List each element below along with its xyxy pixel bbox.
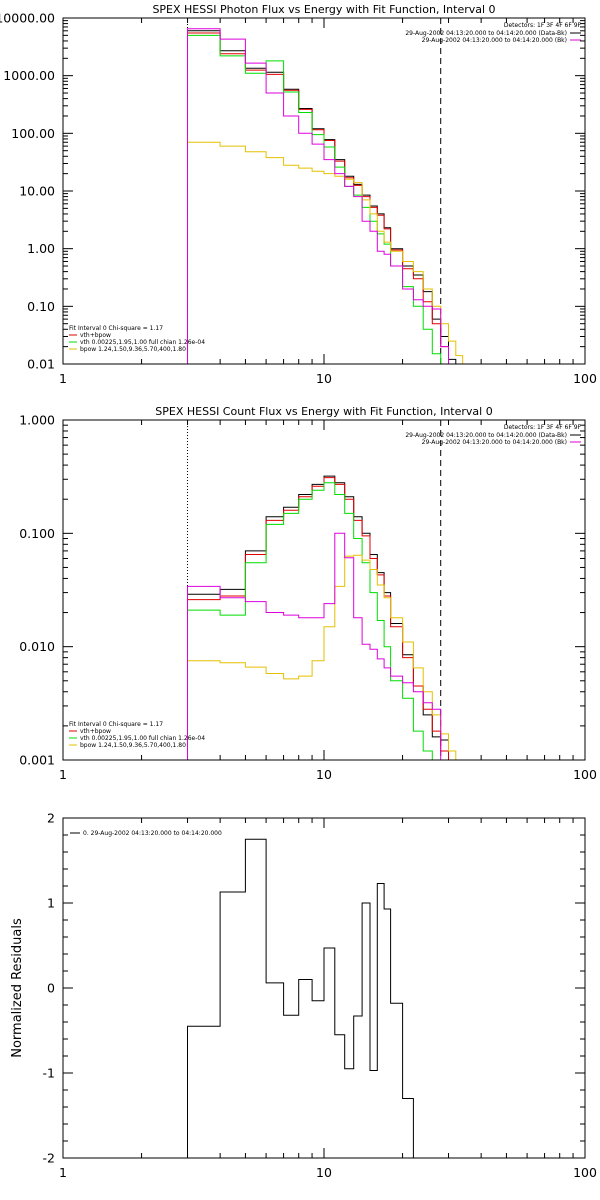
y-tick-label: 0.001 [19, 753, 55, 768]
resid-series-group [187, 838, 414, 1158]
y-tick-label: 2 [47, 811, 55, 826]
photon-series-group [187, 28, 464, 364]
photon-y-ticks: 0.01 0.10 1.00 10.00 100.00 1000.00 10000.00 [0, 11, 585, 372]
x-tick-label: 10 [316, 371, 332, 386]
panel-resid: Normalized Residuals 1 10 100 -2 -1 0 1 2 0. 29-A… [10, 811, 597, 1181]
fit-legend-entry: vth+bpow [80, 728, 111, 735]
legend-entry: 29-Aug-2002 04:13:20.000 to 04:14:20.000… [405, 30, 567, 37]
count-plot-frame [62, 419, 586, 761]
y-tick-label: 10000.00 [0, 11, 55, 26]
y-tick-label: 0.100 [19, 526, 55, 541]
legend-title: Detectors: 1F 3F 4F 6F 9F [504, 22, 582, 29]
photon-series-bpow [187, 141, 464, 364]
count-series-bpow [187, 554, 463, 760]
y-tick-label: 1.00 [27, 241, 55, 256]
resid-x-ticks: 1 10 100 [59, 818, 597, 1180]
y-tick-label: -2 [43, 1151, 55, 1166]
y-tick-label: 0.01 [27, 357, 55, 372]
photon-fit-legend: Fit Interval 0 Chi-square = 1.17vth+bpow… [69, 325, 205, 353]
x-tick-label: 100 [573, 1165, 597, 1180]
x-tick-label: 1 [59, 1165, 67, 1180]
count-series-group [187, 475, 463, 760]
fit-legend-entry: vth+bpow [80, 332, 111, 339]
fit-legend-title: Fit Interval 0 Chi-square = 1.17 [69, 721, 163, 728]
photon-series-vth [187, 34, 442, 364]
y-tick-label: 1.000 [19, 413, 55, 428]
count-fit-legend: Fit Interval 0 Chi-square = 1.17vth+bpow… [69, 721, 205, 749]
y-tick-label: 10.00 [19, 184, 55, 199]
count-series-model [187, 477, 456, 760]
x-tick-label: 10 [316, 1165, 332, 1180]
fit-legend-entry: bpow 1.24,1.50,9.36,5.70,400,1.80 [80, 346, 186, 353]
resid-legend: 0. 29-Aug-2002 04:13:20.000 to 04:14:20.… [70, 830, 222, 837]
y-tick-label: 1000.00 [3, 68, 55, 83]
y-tick-label: 100.00 [11, 126, 55, 141]
fit-legend-title: Fit Interval 0 Chi-square = 1.17 [69, 325, 163, 332]
photon-plot-frame [62, 17, 586, 365]
y-tick-label: 0 [47, 981, 55, 996]
fit-legend-entry: vth 0.00225,1.95,1.00 full chian 1.26e-0… [80, 735, 205, 742]
photon-series-total [187, 30, 457, 364]
fit-legend-entry: bpow 1.24,1.50,9.36,5.70,400,1.80 [80, 742, 186, 749]
resid-plot-frame [62, 817, 586, 1159]
panel-photon: SPEX HESSI Photon Flux vs Energy with Fi… [0, 3, 597, 386]
resid-series-total [187, 838, 414, 1158]
x-tick-label: 1 [59, 371, 67, 386]
legend-entry: 29-Aug-2002 04:13:20.000 to 04:14:20.000… [422, 439, 567, 446]
count-series-bkg [187, 532, 449, 760]
x-tick-label: 10 [316, 767, 332, 782]
photon-chart-title: SPEX HESSI Photon Flux vs Energy with Fi… [152, 3, 495, 16]
legend-title: Detectors: 1F 3F 4F 6F 9F [504, 424, 582, 431]
panel-count: SPEX HESSI Count Flux vs Energy with Fit… [19, 405, 597, 782]
count-series-vth [187, 482, 433, 760]
legend-entry: 29-Aug-2002 04:13:20.000 to 04:14:20.000… [405, 432, 567, 439]
photon-series-model [187, 32, 449, 364]
count-chart-title: SPEX HESSI Count Flux vs Energy with Fit… [155, 405, 492, 418]
x-tick-label: 1 [59, 767, 67, 782]
resid-y-axis-label: Normalized Residuals [10, 918, 25, 1058]
legend-entry: 29-Aug-2002 04:13:20.000 to 04:14:20.000… [422, 37, 567, 44]
fit-legend-entry: vth 0.00225,1.95,1.00 full chian 1.26e-0… [80, 339, 205, 346]
resid-y-ticks: -2 -1 0 1 2 [43, 811, 585, 1166]
photon-series-bkg [187, 28, 449, 364]
count-y-ticks: 0.001 0.010 0.100 1.000 [19, 413, 585, 768]
x-tick-label: 100 [573, 371, 597, 386]
x-tick-label: 100 [573, 767, 597, 782]
y-tick-label: -1 [43, 1066, 55, 1081]
y-tick-label: 0.010 [19, 639, 55, 654]
y-tick-label: 1 [47, 896, 55, 911]
legend-entry: 0. 29-Aug-2002 04:13:20.000 to 04:14:20.… [83, 830, 222, 837]
y-tick-label: 0.10 [27, 299, 55, 314]
